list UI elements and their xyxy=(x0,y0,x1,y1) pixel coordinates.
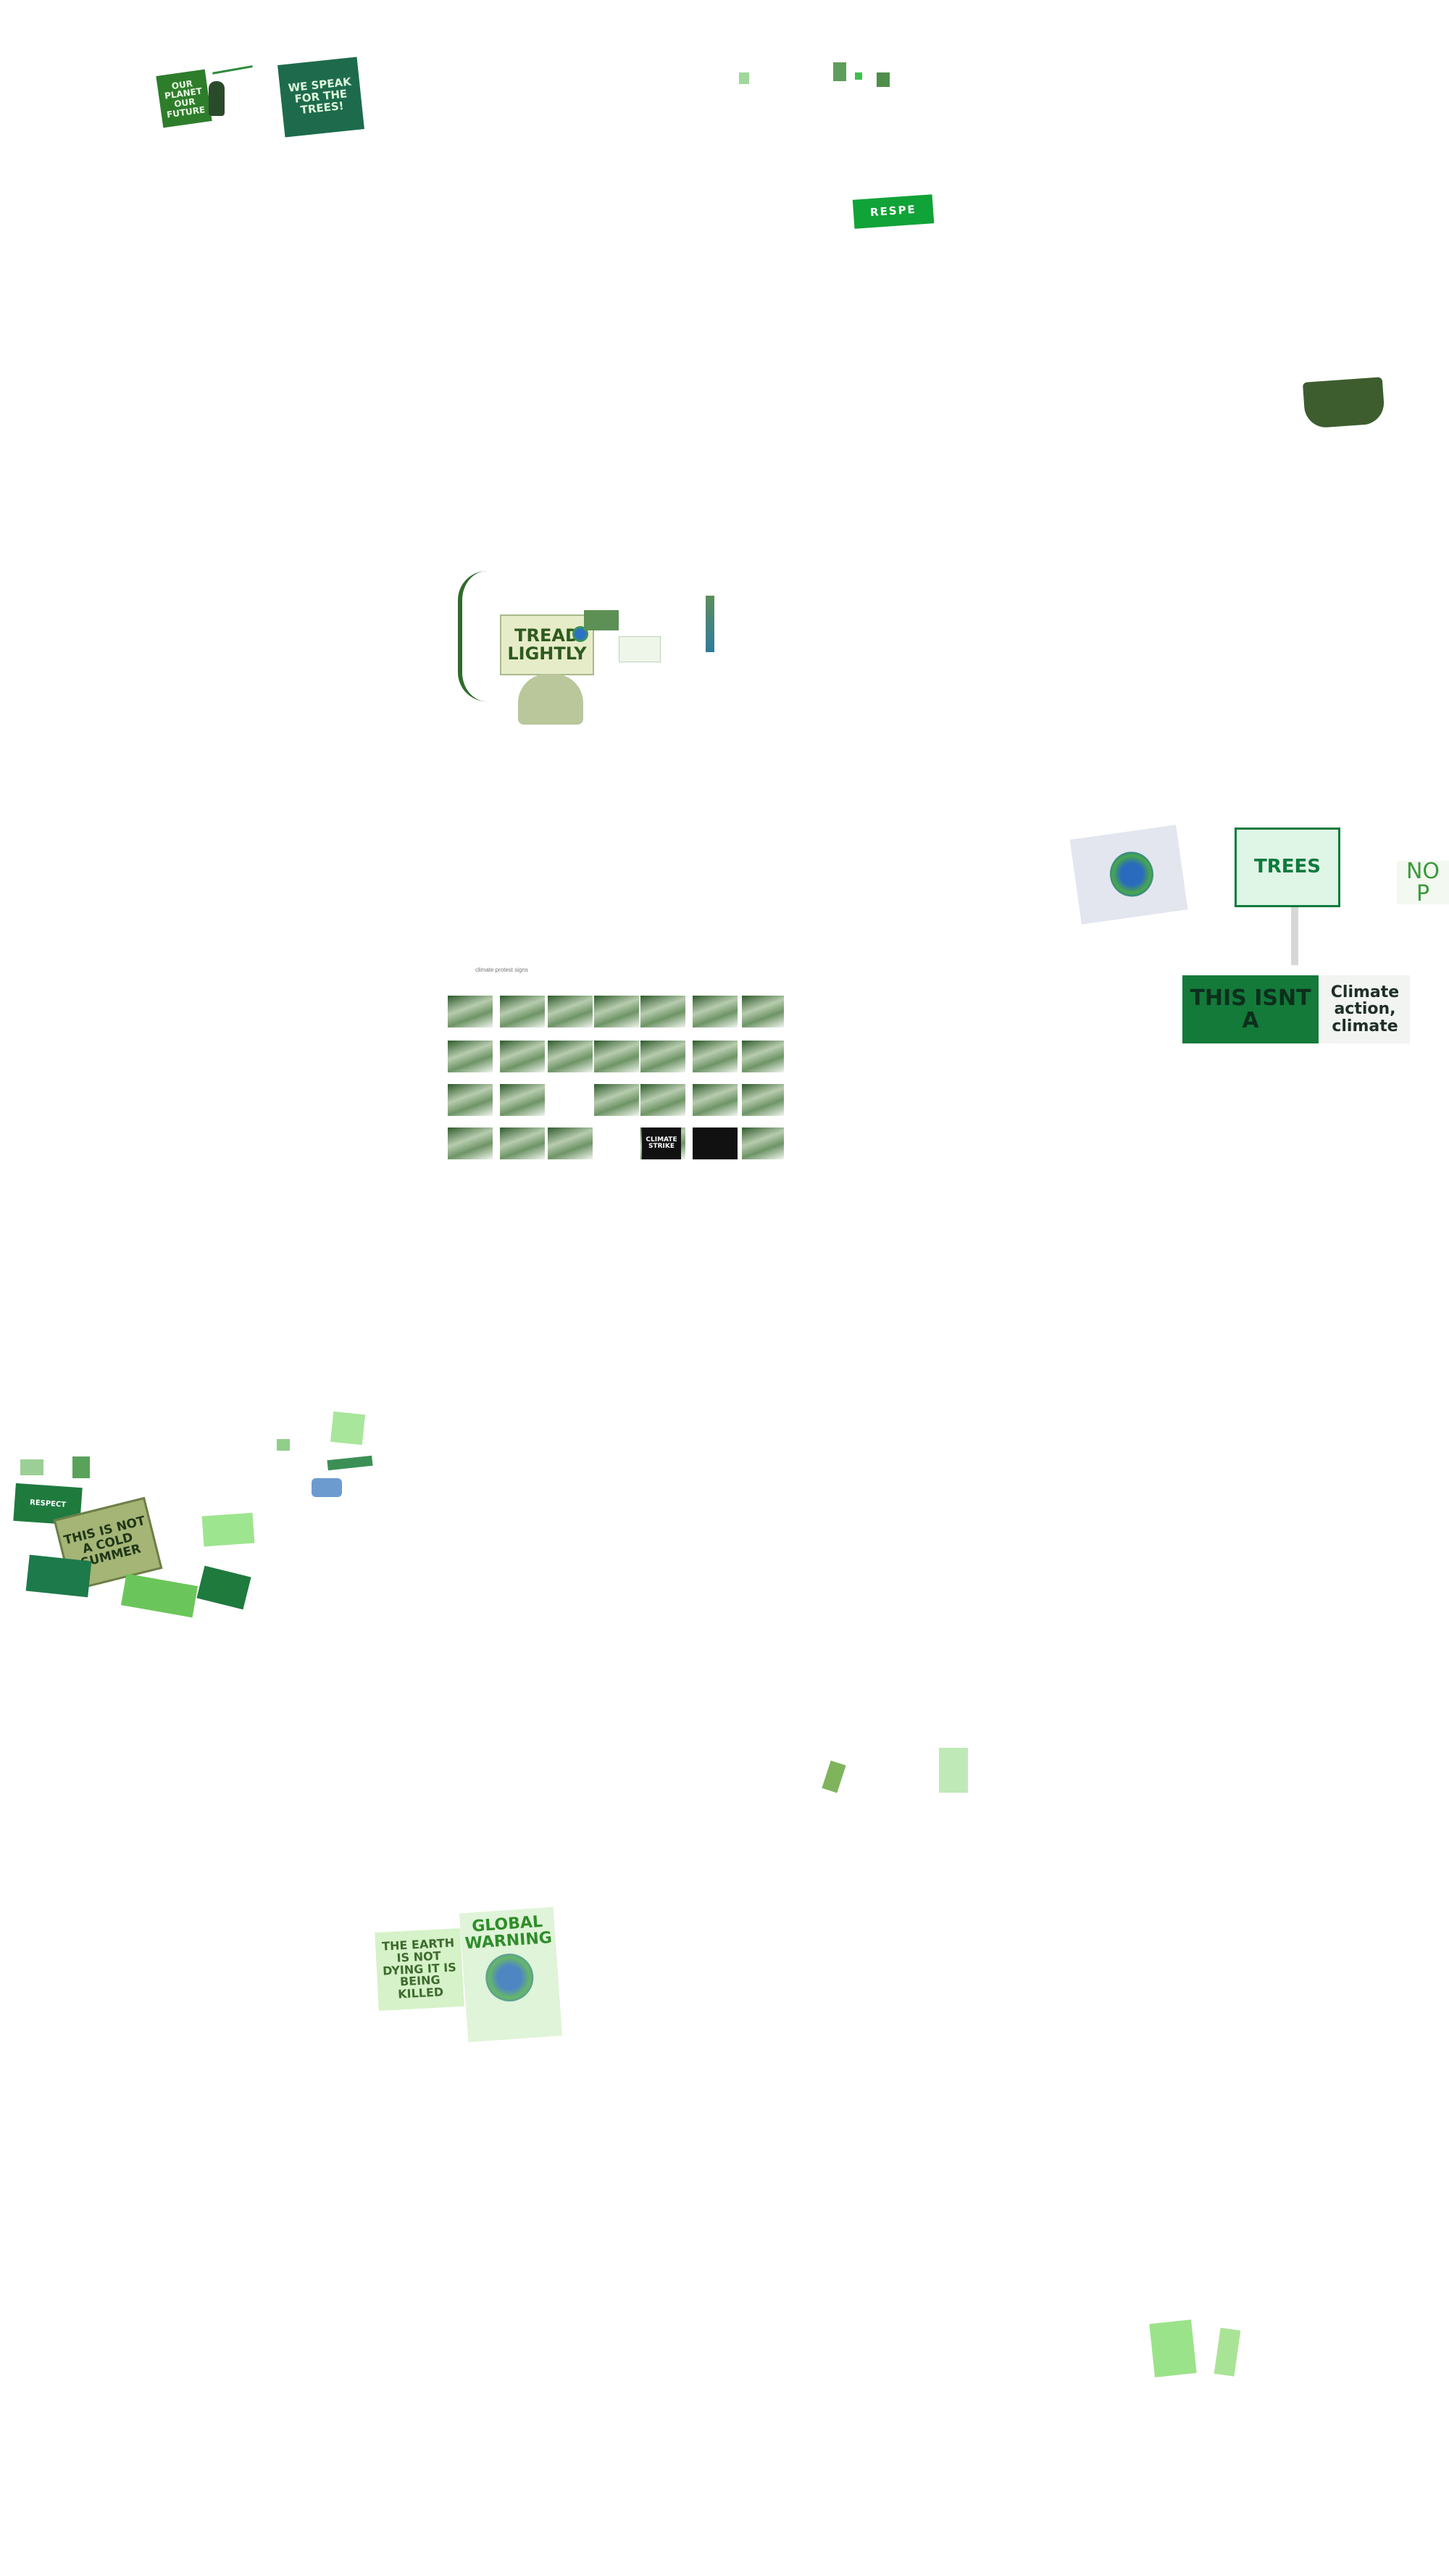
grid-photo[interactable] xyxy=(548,1127,593,1159)
bottom-sign-2 xyxy=(1214,2327,1241,2377)
grid-photo[interactable] xyxy=(742,1084,784,1116)
light-sign-7 xyxy=(201,1512,255,1547)
tiny-sign-3 xyxy=(855,72,862,80)
we-speak-sign: WE SPEAK FOR THE TREES! xyxy=(277,57,364,138)
grid-photo[interactable] xyxy=(448,996,493,1028)
tiny-sign-4 xyxy=(877,72,890,87)
grid-photo[interactable] xyxy=(693,1084,738,1116)
grid-photo[interactable] xyxy=(548,996,593,1028)
light-sign-3 xyxy=(327,1455,373,1471)
light-sign-5 xyxy=(20,1459,43,1475)
small-note-2 xyxy=(619,636,661,662)
grid-photo[interactable] xyxy=(742,1041,784,1072)
grid-photo[interactable] xyxy=(640,996,685,1028)
grid-photo[interactable] xyxy=(500,1041,545,1072)
climate-action-sign-text: Climate action, climate xyxy=(1330,983,1400,1035)
light-sign-2 xyxy=(277,1439,290,1451)
this-isnt-sign: THIS ISNT A xyxy=(1182,975,1319,1043)
trees-sign: TREES xyxy=(1235,828,1340,907)
grid-photo[interactable] xyxy=(500,996,545,1028)
stick-sign xyxy=(706,596,714,652)
grid-photo[interactable] xyxy=(640,1084,685,1116)
grid-photo[interactable] xyxy=(640,1041,685,1072)
this-isnt-sign-text: THIS ISNT A xyxy=(1190,985,1311,1033)
protester-figure xyxy=(209,81,225,116)
grid-photo[interactable] xyxy=(500,1084,545,1116)
light-sign-9 xyxy=(196,1565,251,1610)
tiny-sign-2 xyxy=(833,62,846,81)
global-warning-sign: GLOBAL WARNING xyxy=(459,1906,563,2043)
grid-photo[interactable] xyxy=(448,1127,493,1159)
respect-small-sign-text: RESPECT xyxy=(29,1499,67,1509)
grid-photo[interactable] xyxy=(594,1041,639,1072)
earth-icon xyxy=(484,1951,535,2004)
small-banner xyxy=(211,57,253,75)
grid-photo[interactable] xyxy=(500,1127,545,1159)
arch-sign xyxy=(1302,377,1386,429)
light-sign-4 xyxy=(312,1478,342,1497)
grid-photo[interactable] xyxy=(693,1127,738,1159)
small-diamond-sign xyxy=(822,1760,846,1793)
respect-banner: RESPE xyxy=(852,194,935,229)
light-sign-1 xyxy=(330,1411,366,1446)
holder-figure xyxy=(518,674,583,725)
global-warning-sign-text: GLOBAL WARNING xyxy=(464,1912,553,1954)
tiny-sign-1 xyxy=(739,72,749,84)
grid-photo[interactable] xyxy=(693,1041,738,1072)
climate-action-sign: Climate action, climate xyxy=(1320,975,1410,1043)
respect-banner-text: RESPE xyxy=(869,202,917,220)
small-paper-sign xyxy=(939,1748,968,1793)
earth-not-dying-sign: THE EARTH IS NOT DYING IT IS BEING KILLE… xyxy=(375,1927,464,2012)
grid-photo[interactable] xyxy=(548,1041,593,1072)
small-note-1 xyxy=(584,610,619,630)
no-sign: NO P xyxy=(1397,861,1449,904)
climate-strike-tile[interactable]: CLIMATE STRIKE xyxy=(642,1127,681,1159)
grid-photo[interactable] xyxy=(594,996,639,1028)
grid-photo[interactable] xyxy=(742,996,784,1028)
sign-stick xyxy=(1291,907,1298,965)
vine-icon xyxy=(458,571,498,701)
earth-not-dying-sign-text: THE EARTH IS NOT DYING IT IS BEING KILLE… xyxy=(381,1935,457,2001)
no-sign-text: NO P xyxy=(1406,861,1440,904)
grid-photo[interactable] xyxy=(693,996,738,1028)
we-speak-sign-text: WE SPEAK FOR THE TREES! xyxy=(287,75,352,117)
grid-photo[interactable] xyxy=(742,1127,784,1159)
grid-photo[interactable] xyxy=(448,1041,493,1072)
bottom-sign-1 xyxy=(1149,2319,1197,2377)
grid-photo[interactable] xyxy=(594,1084,639,1116)
grid-caption: climate protest signs xyxy=(475,967,528,973)
earth-icon xyxy=(1106,849,1156,900)
tread-lightly-sign: TREAD LIGHTLY xyxy=(500,614,594,675)
our-planet-sign: OUR PLANET OUR FUTURE xyxy=(156,69,212,128)
tread-lightly-sign-text: TREAD LIGHTLY xyxy=(507,625,587,664)
light-sign-10 xyxy=(120,1573,199,1618)
light-sign-8 xyxy=(25,1554,92,1598)
our-planet-sign-text: OUR PLANET OUR FUTURE xyxy=(164,78,206,120)
trees-sign-text: TREES xyxy=(1253,856,1321,878)
earth-sign xyxy=(1069,825,1188,925)
grid-photo[interactable] xyxy=(448,1084,493,1116)
light-sign-6 xyxy=(72,1456,90,1478)
